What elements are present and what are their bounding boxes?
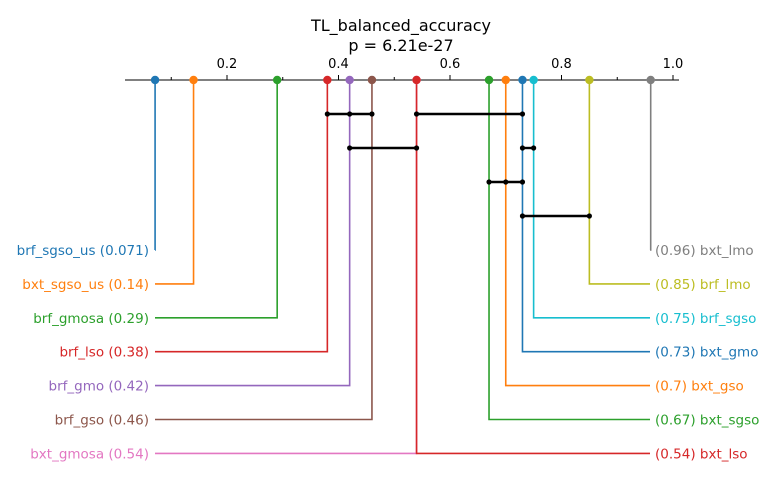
stem-bxt_sgso_us <box>155 80 195 285</box>
clique-point <box>586 213 592 219</box>
label-brf_sgso: (0.75) brf_sgso <box>655 311 756 327</box>
label-brf_gmosa: brf_gmosa (0.29) <box>33 311 149 327</box>
stem-bxt_lmo <box>649 80 652 251</box>
clique-bars <box>324 111 592 219</box>
stem-bxt_gmo <box>521 80 650 353</box>
clique-point <box>347 111 353 117</box>
label-brf_lso: brf_lso (0.38) <box>59 345 149 361</box>
axis-markers <box>150 75 655 85</box>
label-bxt_sgso: (0.67) bxt_sgso <box>655 413 759 429</box>
marker-bxt_sgso <box>484 75 494 85</box>
label-bxt_lmo: (0.96) bxt_lmo <box>655 243 754 259</box>
label-bxt_sgso_us: bxt_sgso_us (0.14) <box>22 277 149 293</box>
x-axis: 0.2 0.4 0.6 0.8 1.0 <box>125 57 684 81</box>
label-brf_gso: brf_gso (0.46) <box>55 413 149 429</box>
marker-bxt_sgso_us <box>189 75 198 85</box>
clique-point <box>519 213 526 219</box>
label-bxt_gmosa: bxt_gmosa (0.54) <box>30 446 149 462</box>
item-stems <box>154 80 652 455</box>
tick-label: 1.0 <box>663 57 684 72</box>
clique-point <box>503 179 509 185</box>
marker-bxt_lso <box>412 75 421 85</box>
stem-brf_gmosa <box>155 80 278 319</box>
stem-bxt_sgso <box>488 80 650 421</box>
stem-brf_gso <box>155 80 373 421</box>
chart-title: TL_balanced_accuracy <box>310 16 491 36</box>
clique-point <box>369 111 375 117</box>
stem-bxt_lso <box>415 80 650 455</box>
marker-brf_sgso_us <box>150 75 160 85</box>
clique-point <box>519 179 526 185</box>
tick-label: 0.8 <box>551 57 572 72</box>
clique-point <box>413 145 420 151</box>
clique-point <box>486 179 492 185</box>
chart-subtitle: p = 6.21e-27 <box>348 36 453 55</box>
label-brf_sgso_us: brf_sgso_us (0.071) <box>17 243 149 259</box>
label-bxt_gso: (0.7) bxt_gso <box>655 379 744 395</box>
stem-brf_gmo <box>155 80 351 387</box>
stem-brf_lso <box>155 80 329 353</box>
stem-brf_sgso <box>532 80 650 319</box>
label-bxt_gmo: (0.73) bxt_gmo <box>655 345 758 361</box>
label-brf_gmo: brf_gmo (0.42) <box>49 379 150 395</box>
tick-label: 0.4 <box>328 57 349 72</box>
marker-brf_gmo <box>345 75 354 85</box>
marker-brf_gso <box>367 75 377 85</box>
clique-point <box>324 111 330 117</box>
stem-brf_lmo <box>588 80 650 285</box>
marker-bxt_lmo <box>646 75 655 85</box>
clique-point <box>531 145 537 151</box>
label-brf_lmo: (0.85) brf_lmo <box>655 277 751 293</box>
stem-bxt_gso <box>504 80 650 387</box>
item-labels: brf_sgso_us (0.071) bxt_sgso_us (0.14) brf… <box>17 243 760 462</box>
clique-point <box>519 111 526 117</box>
clique-point <box>519 145 526 151</box>
marker-bxt_gmo <box>518 75 527 85</box>
tick-label: 0.6 <box>440 57 461 72</box>
clique-point <box>347 145 353 151</box>
marker-bxt_gso <box>501 75 510 85</box>
label-bxt_lso: (0.54) bxt_lso <box>655 446 748 462</box>
marker-brf_gmosa <box>272 75 282 85</box>
marker-brf_lmo <box>585 75 594 85</box>
tick-label: 0.2 <box>217 57 238 72</box>
clique-point <box>413 111 420 117</box>
marker-brf_lso <box>323 75 332 85</box>
marker-brf_sgso <box>529 75 538 85</box>
